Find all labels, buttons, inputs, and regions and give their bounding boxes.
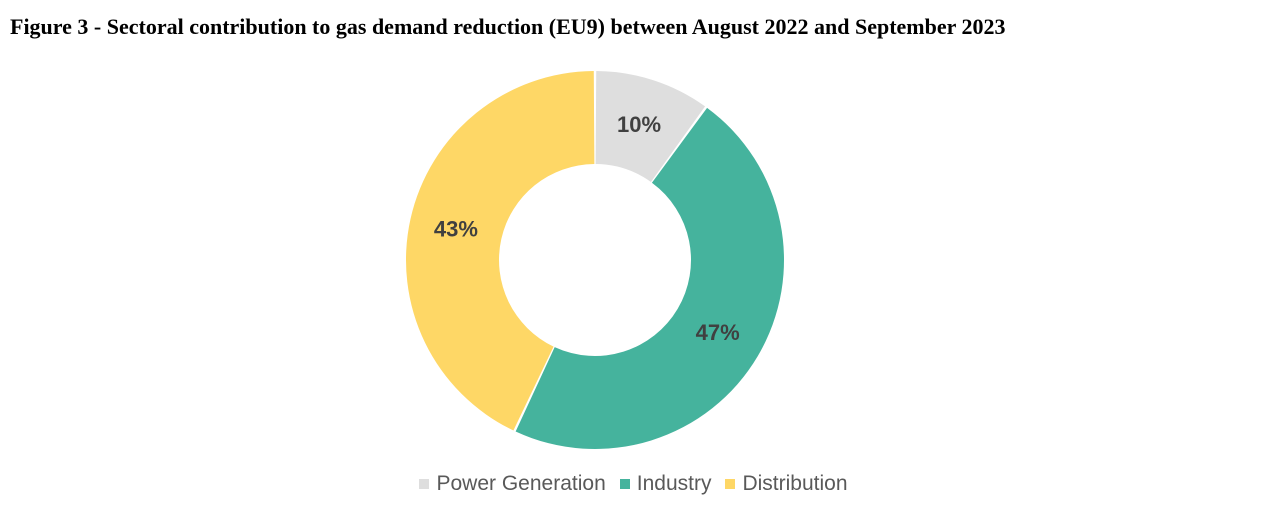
legend-item-distribution: Distribution	[725, 472, 848, 496]
data-label-power-generation: 10%	[617, 112, 661, 137]
legend-item-industry: Industry	[619, 472, 712, 496]
slice-distribution	[406, 71, 595, 431]
data-label-distribution: 43%	[434, 216, 478, 241]
legend-label-power-generation: Power Generation	[436, 472, 606, 495]
legend-label-distribution: Distribution	[742, 472, 848, 495]
legend-swatch-industry	[619, 479, 630, 489]
legend-label-industry: Industry	[636, 472, 712, 495]
figure-title: Figure 3 - Sectoral contribution to gas …	[10, 14, 1006, 39]
legend-item-power-generation: Power Generation	[419, 472, 606, 496]
data-label-industry: 47%	[696, 320, 740, 345]
slice-industry	[515, 107, 784, 449]
legend-swatch-distribution	[725, 479, 736, 489]
slice-power-generation	[595, 71, 706, 182]
legend-swatch-power-generation	[419, 479, 430, 489]
chart-legend: Power Generation Industry Distribution	[0, 472, 1267, 496]
